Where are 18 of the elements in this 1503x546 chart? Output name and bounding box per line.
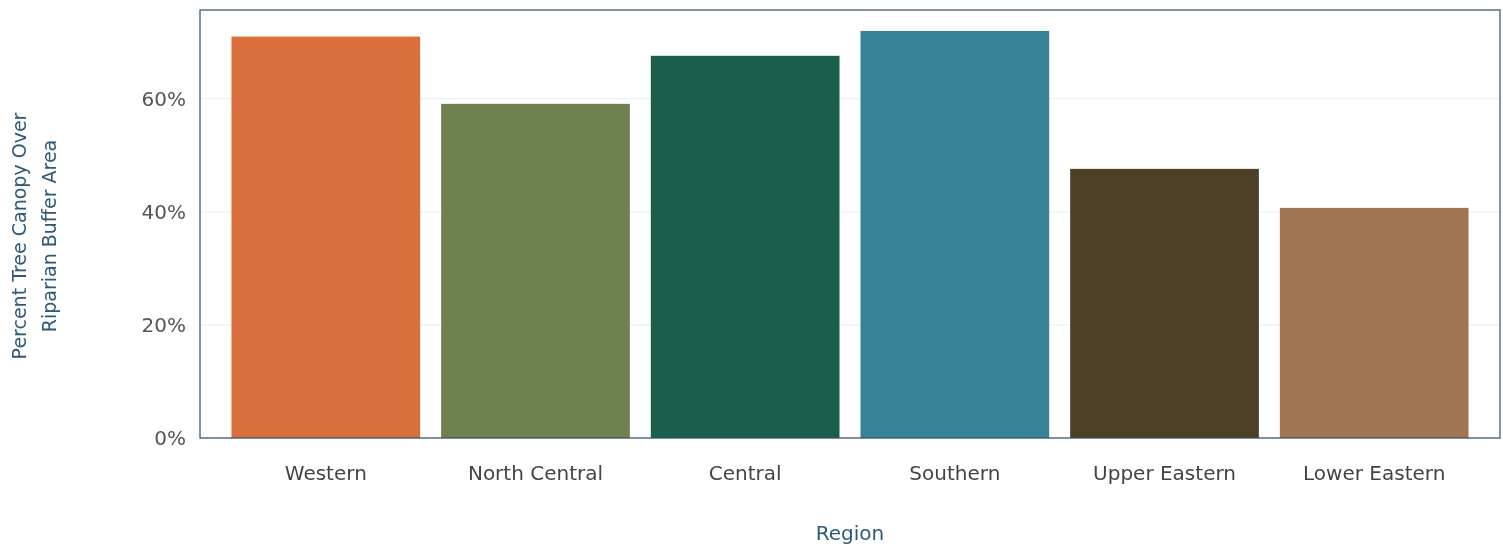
x-tick-label: Lower Eastern — [1303, 461, 1446, 486]
x-tick-label: Upper Eastern — [1093, 461, 1236, 486]
x-tick-label: North Central — [467, 461, 604, 486]
bar — [1279, 207, 1469, 438]
x-tick-label: Western — [284, 461, 367, 486]
x-axis-title: Region — [815, 521, 885, 545]
y-tick-label: 40% — [141, 199, 186, 224]
bar — [860, 30, 1050, 438]
x-tick-label: Central — [708, 461, 782, 486]
y-axis-title: Percent Tree Canopy Over Riparian Buffer Area — [8, 112, 60, 360]
y-tick-label: 20% — [141, 312, 186, 337]
x-tick-label: Southern — [909, 461, 1001, 486]
y-tick-label: 0% — [154, 425, 186, 450]
y-tick-label: 60% — [141, 86, 186, 111]
bar — [441, 103, 630, 438]
bar — [1070, 168, 1259, 438]
bar — [650, 55, 840, 438]
bar — [231, 36, 421, 438]
